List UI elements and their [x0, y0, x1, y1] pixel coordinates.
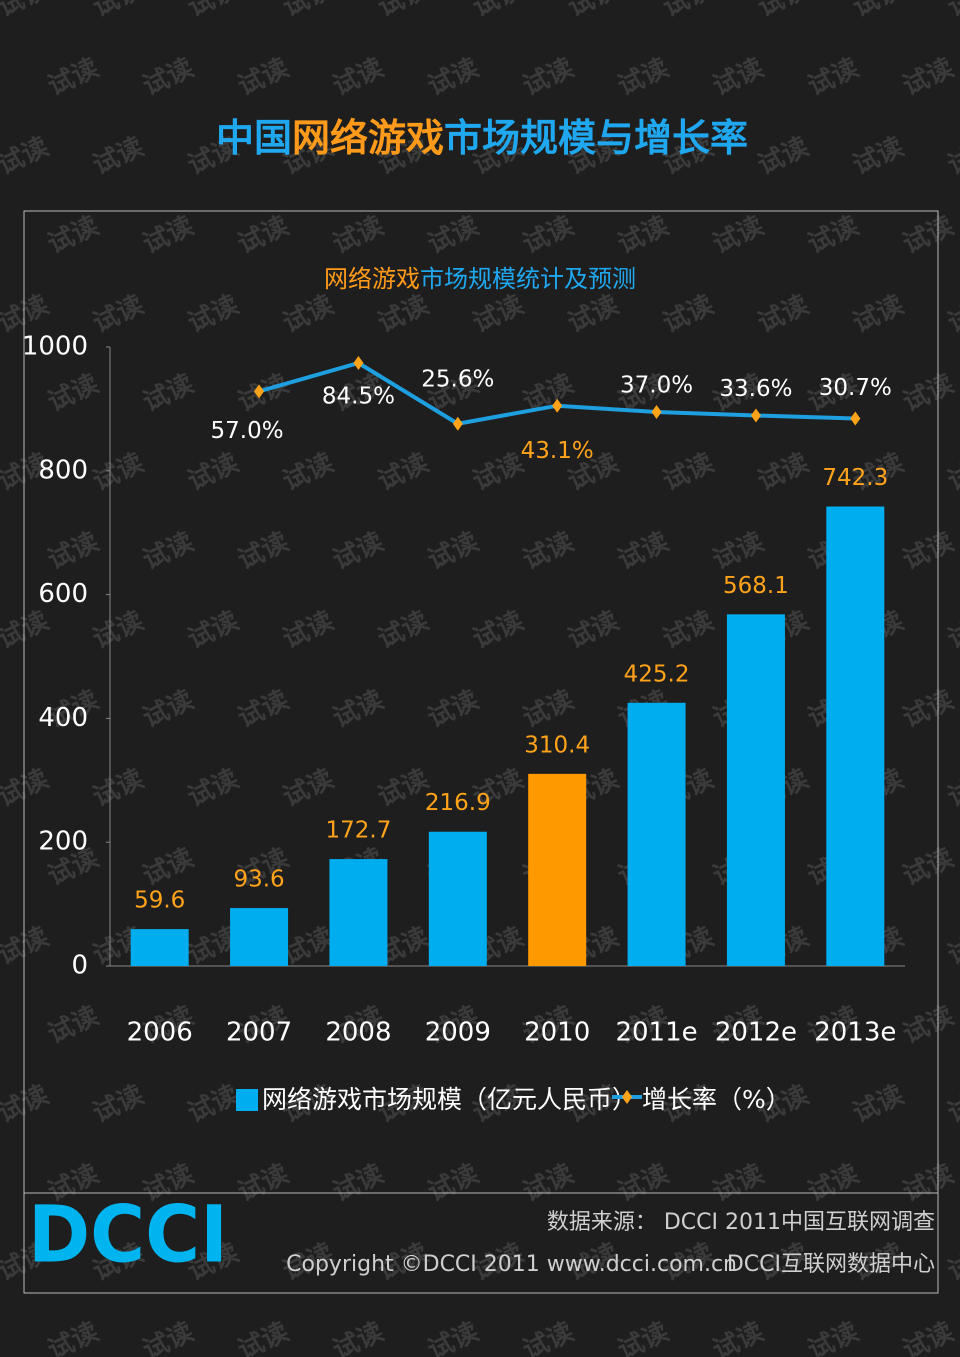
source: 数据来源： DCCI 2011中国互联网调查	[547, 1210, 935, 1235]
logo: DCCI	[28, 1190, 228, 1280]
growth-value-label: 25.6%	[421, 366, 494, 392]
growth-marker	[651, 404, 662, 419]
growth-value-label: 57.0%	[211, 418, 284, 444]
title-part: 中国	[216, 116, 292, 160]
bar-value-label: 59.6	[134, 888, 185, 914]
bar-value-label: 93.6	[233, 867, 284, 893]
subtitle-part: 网络游戏	[324, 265, 420, 293]
bar-value-label: 425.2	[624, 661, 690, 687]
title-part: 市场规模与增长率	[444, 116, 748, 160]
legend-label: 增长率（%）	[642, 1085, 791, 1114]
bar	[627, 702, 686, 966]
bar	[230, 908, 289, 966]
bar	[130, 929, 189, 966]
x-tick-label: 2008	[325, 1018, 391, 1048]
chart-title: 中国网络游戏市场规模与增长率	[216, 116, 748, 160]
x-tick-label: 2010	[524, 1018, 590, 1048]
growth-marker	[850, 411, 861, 426]
chart-subtitle: 网络游戏市场规模统计及预测	[324, 265, 636, 293]
bar-value-label: 568.1	[723, 573, 789, 599]
x-tick-label: 2009	[425, 1018, 491, 1048]
y-tick-label: 0	[71, 951, 88, 981]
x-tick-label: 2006	[127, 1018, 193, 1048]
growth-marker	[254, 384, 265, 399]
bar	[726, 614, 785, 966]
subtitle-part: 市场规模统计及预测	[420, 265, 636, 293]
bar	[428, 831, 487, 966]
y-tick-label: 1000	[22, 332, 88, 362]
title-part: 网络游戏	[292, 116, 444, 160]
x-tick-label: 2012e	[715, 1018, 797, 1048]
organization: DCCI互联网数据中心	[727, 1252, 935, 1277]
bar	[329, 859, 388, 966]
legend-marker	[622, 1090, 632, 1104]
y-tick-label: 800	[38, 455, 88, 485]
bar	[528, 773, 587, 966]
x-tick-label: 2007	[226, 1018, 292, 1048]
y-tick-label: 200	[38, 827, 88, 857]
bar-value-label: 742.3	[822, 465, 888, 491]
x-tick-label: 2011e	[615, 1018, 697, 1048]
bar-value-label: 172.7	[326, 818, 392, 844]
x-tick-label: 2013e	[814, 1018, 896, 1048]
growth-value-label: 33.6%	[719, 376, 792, 402]
y-tick-label: 400	[38, 703, 88, 733]
bar-value-label: 310.4	[524, 732, 590, 758]
growth-value-label: 43.1%	[521, 438, 594, 464]
growth-marker	[552, 398, 563, 413]
copyright: Copyright ©DCCI 2011 www.dcci.com.cn	[286, 1252, 737, 1277]
legend-swatch	[236, 1089, 258, 1111]
growth-value-label: 37.0%	[620, 372, 693, 398]
growth-value-label: 84.5%	[322, 383, 395, 409]
legend-label: 网络游戏市场规模（亿元人民币）	[262, 1085, 637, 1114]
growth-marker	[750, 408, 761, 423]
bar	[826, 506, 885, 966]
frame	[23, 210, 939, 1294]
growth-marker	[353, 355, 364, 370]
bar-value-label: 216.9	[425, 790, 491, 816]
growth-marker	[452, 416, 463, 431]
y-tick-label: 600	[38, 579, 88, 609]
growth-value-label: 30.7%	[819, 375, 892, 401]
